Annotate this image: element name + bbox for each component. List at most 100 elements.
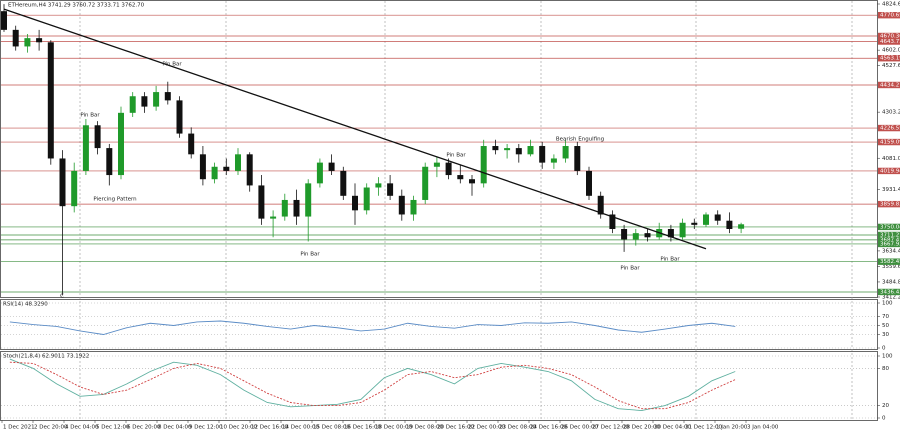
x-tick-label: 8 Dec 04:00 [158,425,192,431]
level-label-box [878,236,900,244]
x-tick-label: 10 Dec 20:00 [220,425,257,431]
candle-body [469,179,475,184]
y-tick-label: 100 [882,354,893,360]
x-tick-label: 26 Dec 00:00 [561,425,598,431]
level-label: 3859.82 [880,202,900,208]
level-label: 4770.65 [880,13,900,19]
y-tick-label: 4824.60 [882,2,900,8]
level-label: 3582.45 [880,259,900,265]
x-tick-label: 15 Dec 08:00 [313,425,350,431]
candle-body [235,154,241,171]
level-label: 3667.92 [880,241,900,247]
y-tick-label: 3931.40 [882,187,900,193]
annotation: Pin Bar [620,266,640,272]
annotation: Piercing Pattern [93,197,137,203]
level-label-box [878,124,900,132]
y-tick-label: 4527.60 [882,63,900,69]
candle-body [316,162,323,184]
indicator-line [9,320,736,335]
candle-body [270,216,277,219]
level-label: 4643.73 [880,39,900,45]
x-tick-label: 27 Dec 12:00 [592,425,629,431]
candle-body [703,214,709,225]
level-label: 4226.55 [880,126,900,132]
y-tick-label: 20 [882,403,889,409]
candle-body [387,183,394,196]
candle-body [480,146,487,184]
candle-body [398,195,405,215]
candle-body [363,187,370,211]
candle-body [714,214,721,221]
annotation: C [60,294,64,300]
candle-body [211,166,218,180]
y-tick-label: 0 [882,346,886,352]
x-tick-label: 16 Dec 16:00 [344,425,381,431]
candle-body [504,148,511,151]
level-label: 3711.21 [880,232,900,238]
annotation: Pin Bar [660,257,680,263]
candle-body [164,92,171,101]
level-label-box [878,138,900,146]
level-label: 4434.21 [880,82,900,88]
y-tick-label: 3484.80 [882,279,900,285]
y-tick-label: 50 [882,323,889,329]
y-tick-label: 100 [882,301,893,307]
x-tick-label: 20 Dec 16:00 [437,425,474,431]
level-label-box [878,11,900,19]
y-tick-label: 0 [882,416,886,422]
candle-body [305,183,312,217]
candle-body [375,183,382,188]
candle-body [422,166,429,200]
level-label-box [878,288,900,296]
candle-body [188,133,195,155]
candle-body [515,148,522,155]
candle-body [445,162,452,176]
x-tick-label: 19 Dec 08:00 [406,425,443,431]
candle-body [644,233,651,238]
level-label-box [878,81,900,89]
candle-body [82,125,89,171]
candle-body [492,146,499,151]
y-tick-label: 4602.00 [882,48,900,54]
level-label-box [878,167,900,175]
annotation: Pin Bar [446,153,466,159]
candle-body [597,195,604,215]
candle-body [539,146,546,163]
indicator-line [9,361,736,410]
level-label: 4563.19 [880,56,900,62]
candle-body [106,148,113,176]
annotation: Bearish Engulfing [556,137,604,143]
level-label-box [878,223,900,231]
candle-body [574,146,581,171]
level-label-box [878,231,900,239]
candle-body [340,170,347,196]
y-tick-label: 80 [882,366,889,372]
candle-body [328,162,335,171]
x-tick-label: 5 Dec 12:00 [96,425,130,431]
x-tick-label: 2 Dec 20:00 [34,425,68,431]
y-tick-label: 3559.60 [882,264,900,270]
candle-body [223,166,230,171]
candle-body [71,170,78,207]
y-tick-label: 4081.00 [882,156,900,162]
x-tick-label: 23 Dec 08:00 [499,425,536,431]
level-label-box [878,55,900,62]
candle-body [457,175,464,180]
y-tick-label: 3412.20 [882,295,900,301]
candle-body [621,228,628,240]
candle-body [94,125,101,149]
y-tick-label: 70 [882,314,889,320]
level-label-box [878,200,900,208]
candle-body [129,96,136,113]
annotation: Pin Bar [300,252,320,258]
trendline [3,8,707,250]
x-tick-label: 3 Jan 04:00 [747,425,779,431]
panel-frames [0,0,878,421]
x-tick-label: 1 Jan 20:00 [716,425,748,431]
level-label-box [878,38,900,45]
candle-body [550,158,557,163]
level-label-box [878,258,900,265]
candle-body [586,170,592,196]
